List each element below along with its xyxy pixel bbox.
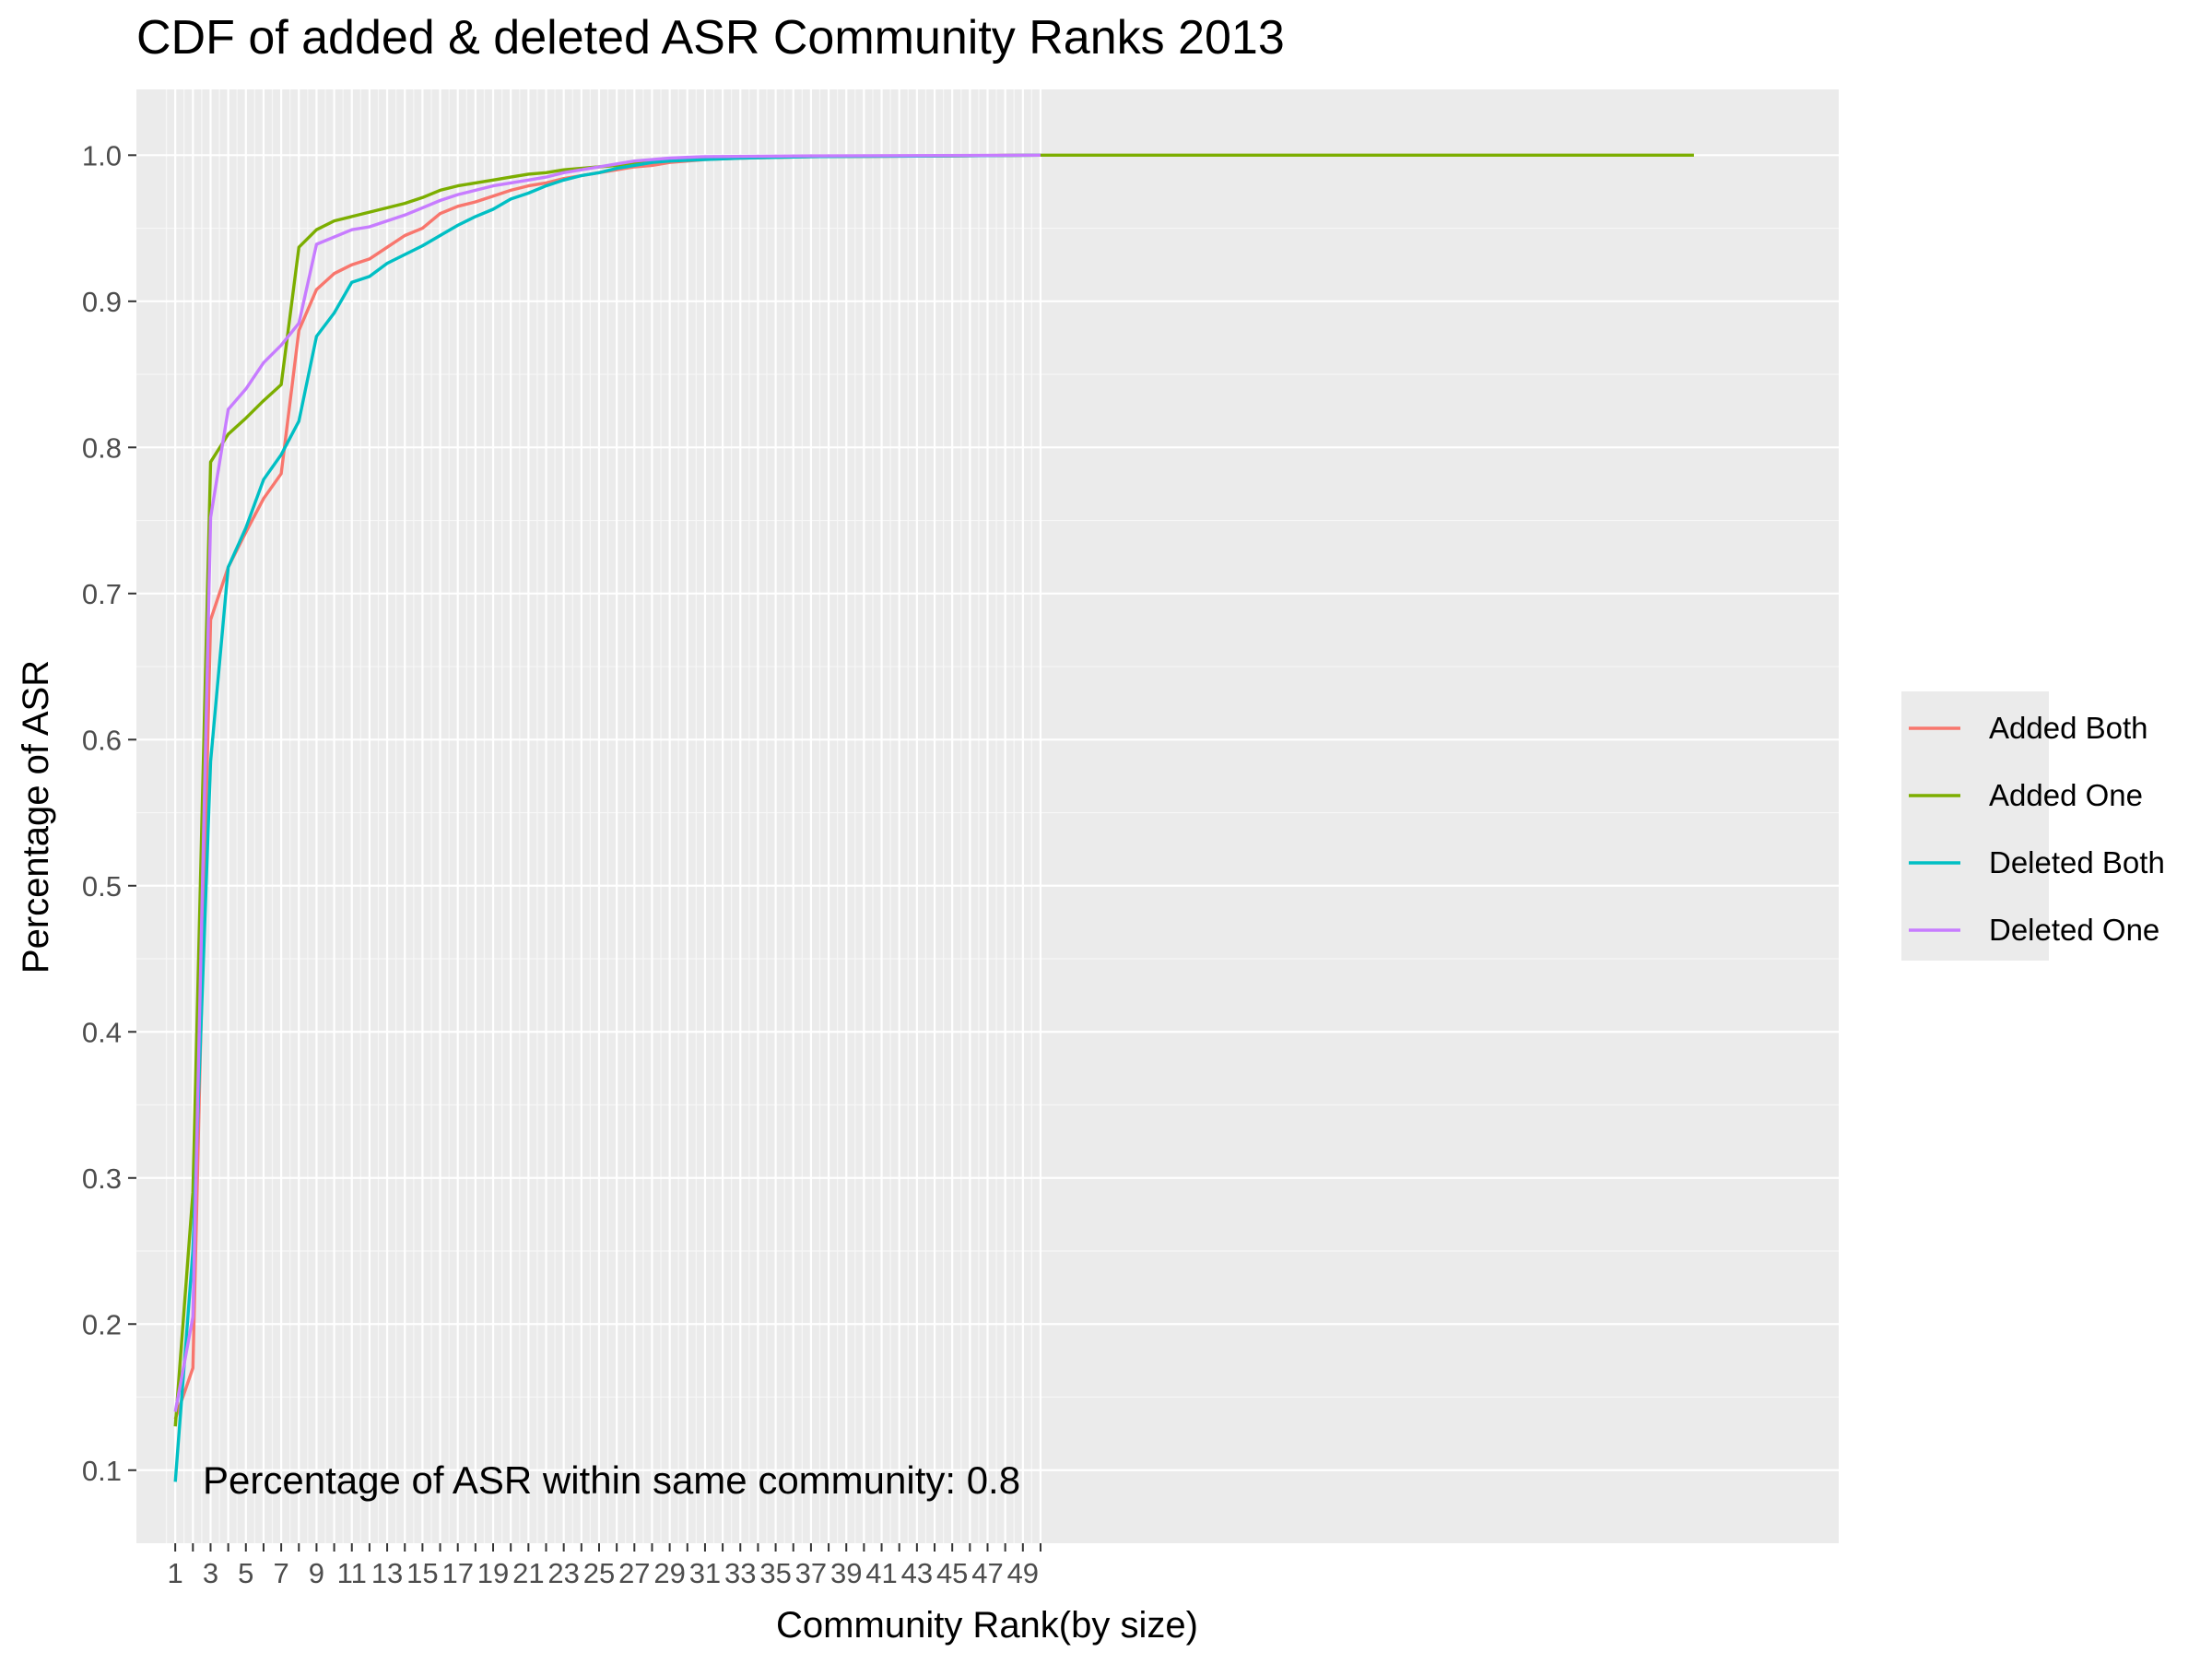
series-line-deleted-one [173, 153, 1041, 1412]
y-tick-label: 1.0 [82, 139, 122, 171]
y-tick-label: 0.4 [82, 1016, 122, 1048]
y-axis: 0.1 0.2 0.3 0.4 0.5 0.6 0.7 0.8 0.9 1.0 [82, 139, 136, 1487]
legend-label-deleted-both: Deleted Both [1989, 845, 2165, 879]
y-tick-label: 0.6 [82, 724, 122, 756]
x-tick-label: 25 [583, 1557, 615, 1589]
grid-major [136, 89, 1839, 1543]
y-tick-label: 0.3 [82, 1162, 122, 1195]
y-tick-label: 0.8 [82, 431, 122, 464]
legend-label-added-both: Added Both [1989, 711, 2147, 745]
y-tick-label: 0.2 [82, 1308, 122, 1340]
x-tick-label: 39 [830, 1557, 862, 1589]
x-axis-label: Community Rank(by size) [776, 1605, 1198, 1646]
x-tick-label: 37 [795, 1557, 827, 1589]
legend-label-added-one: Added One [1989, 778, 2143, 812]
y-tick-label: 0.9 [82, 286, 122, 318]
y-tick-label: 0.7 [82, 578, 122, 610]
x-tick-label: 23 [547, 1557, 579, 1589]
x-axis: 1 3 5 7 9 11 13 15 17 19 21 23 25 27 29 31 33 35 37 39 41 43 4… [168, 1543, 1041, 1589]
x-tick-label: 1 [168, 1557, 183, 1589]
x-tick-label: 29 [653, 1557, 685, 1589]
x-tick-label: 17 [441, 1557, 473, 1589]
x-tick-label: 31 [689, 1557, 721, 1589]
y-tick-label: 0.5 [82, 870, 122, 903]
x-tick-label: 33 [724, 1557, 756, 1589]
x-tick-label: 13 [371, 1557, 403, 1589]
x-tick-label: 7 [273, 1557, 288, 1589]
x-tick-label: 35 [759, 1557, 791, 1589]
x-tick-label: 5 [238, 1557, 253, 1589]
x-tick-label: 15 [406, 1557, 438, 1589]
x-tick-label: 43 [901, 1557, 933, 1589]
annotation-text: Percentage of ASR within same community:… [203, 1458, 1020, 1502]
legend-label-deleted-one: Deleted One [1989, 913, 2159, 947]
x-tick-label: 27 [618, 1557, 650, 1589]
y-tick-label: 0.1 [82, 1455, 122, 1487]
legend-box [1901, 691, 2049, 961]
grid-minor [136, 89, 1839, 1543]
x-tick-label: 45 [936, 1557, 968, 1589]
x-tick-label: 19 [477, 1557, 509, 1589]
x-tick-label: 11 [337, 1557, 367, 1589]
x-tick-label: 49 [1007, 1557, 1039, 1589]
x-tick-label: 21 [512, 1557, 544, 1589]
series-layer [173, 153, 1694, 1482]
x-tick-label: 9 [309, 1557, 324, 1589]
legend: Added Both Added One Deleted Both Deleted O… [1909, 711, 2165, 947]
x-tick-label: 3 [203, 1557, 218, 1589]
series-line-deleted-both [173, 153, 1041, 1482]
chart-title: CDF of added & deleted ASR Community Ran… [136, 11, 1285, 65]
x-tick-label: 41 [865, 1557, 897, 1589]
x-tick-label: 47 [971, 1557, 1003, 1589]
y-axis-label: Percentage of ASR [16, 660, 56, 974]
